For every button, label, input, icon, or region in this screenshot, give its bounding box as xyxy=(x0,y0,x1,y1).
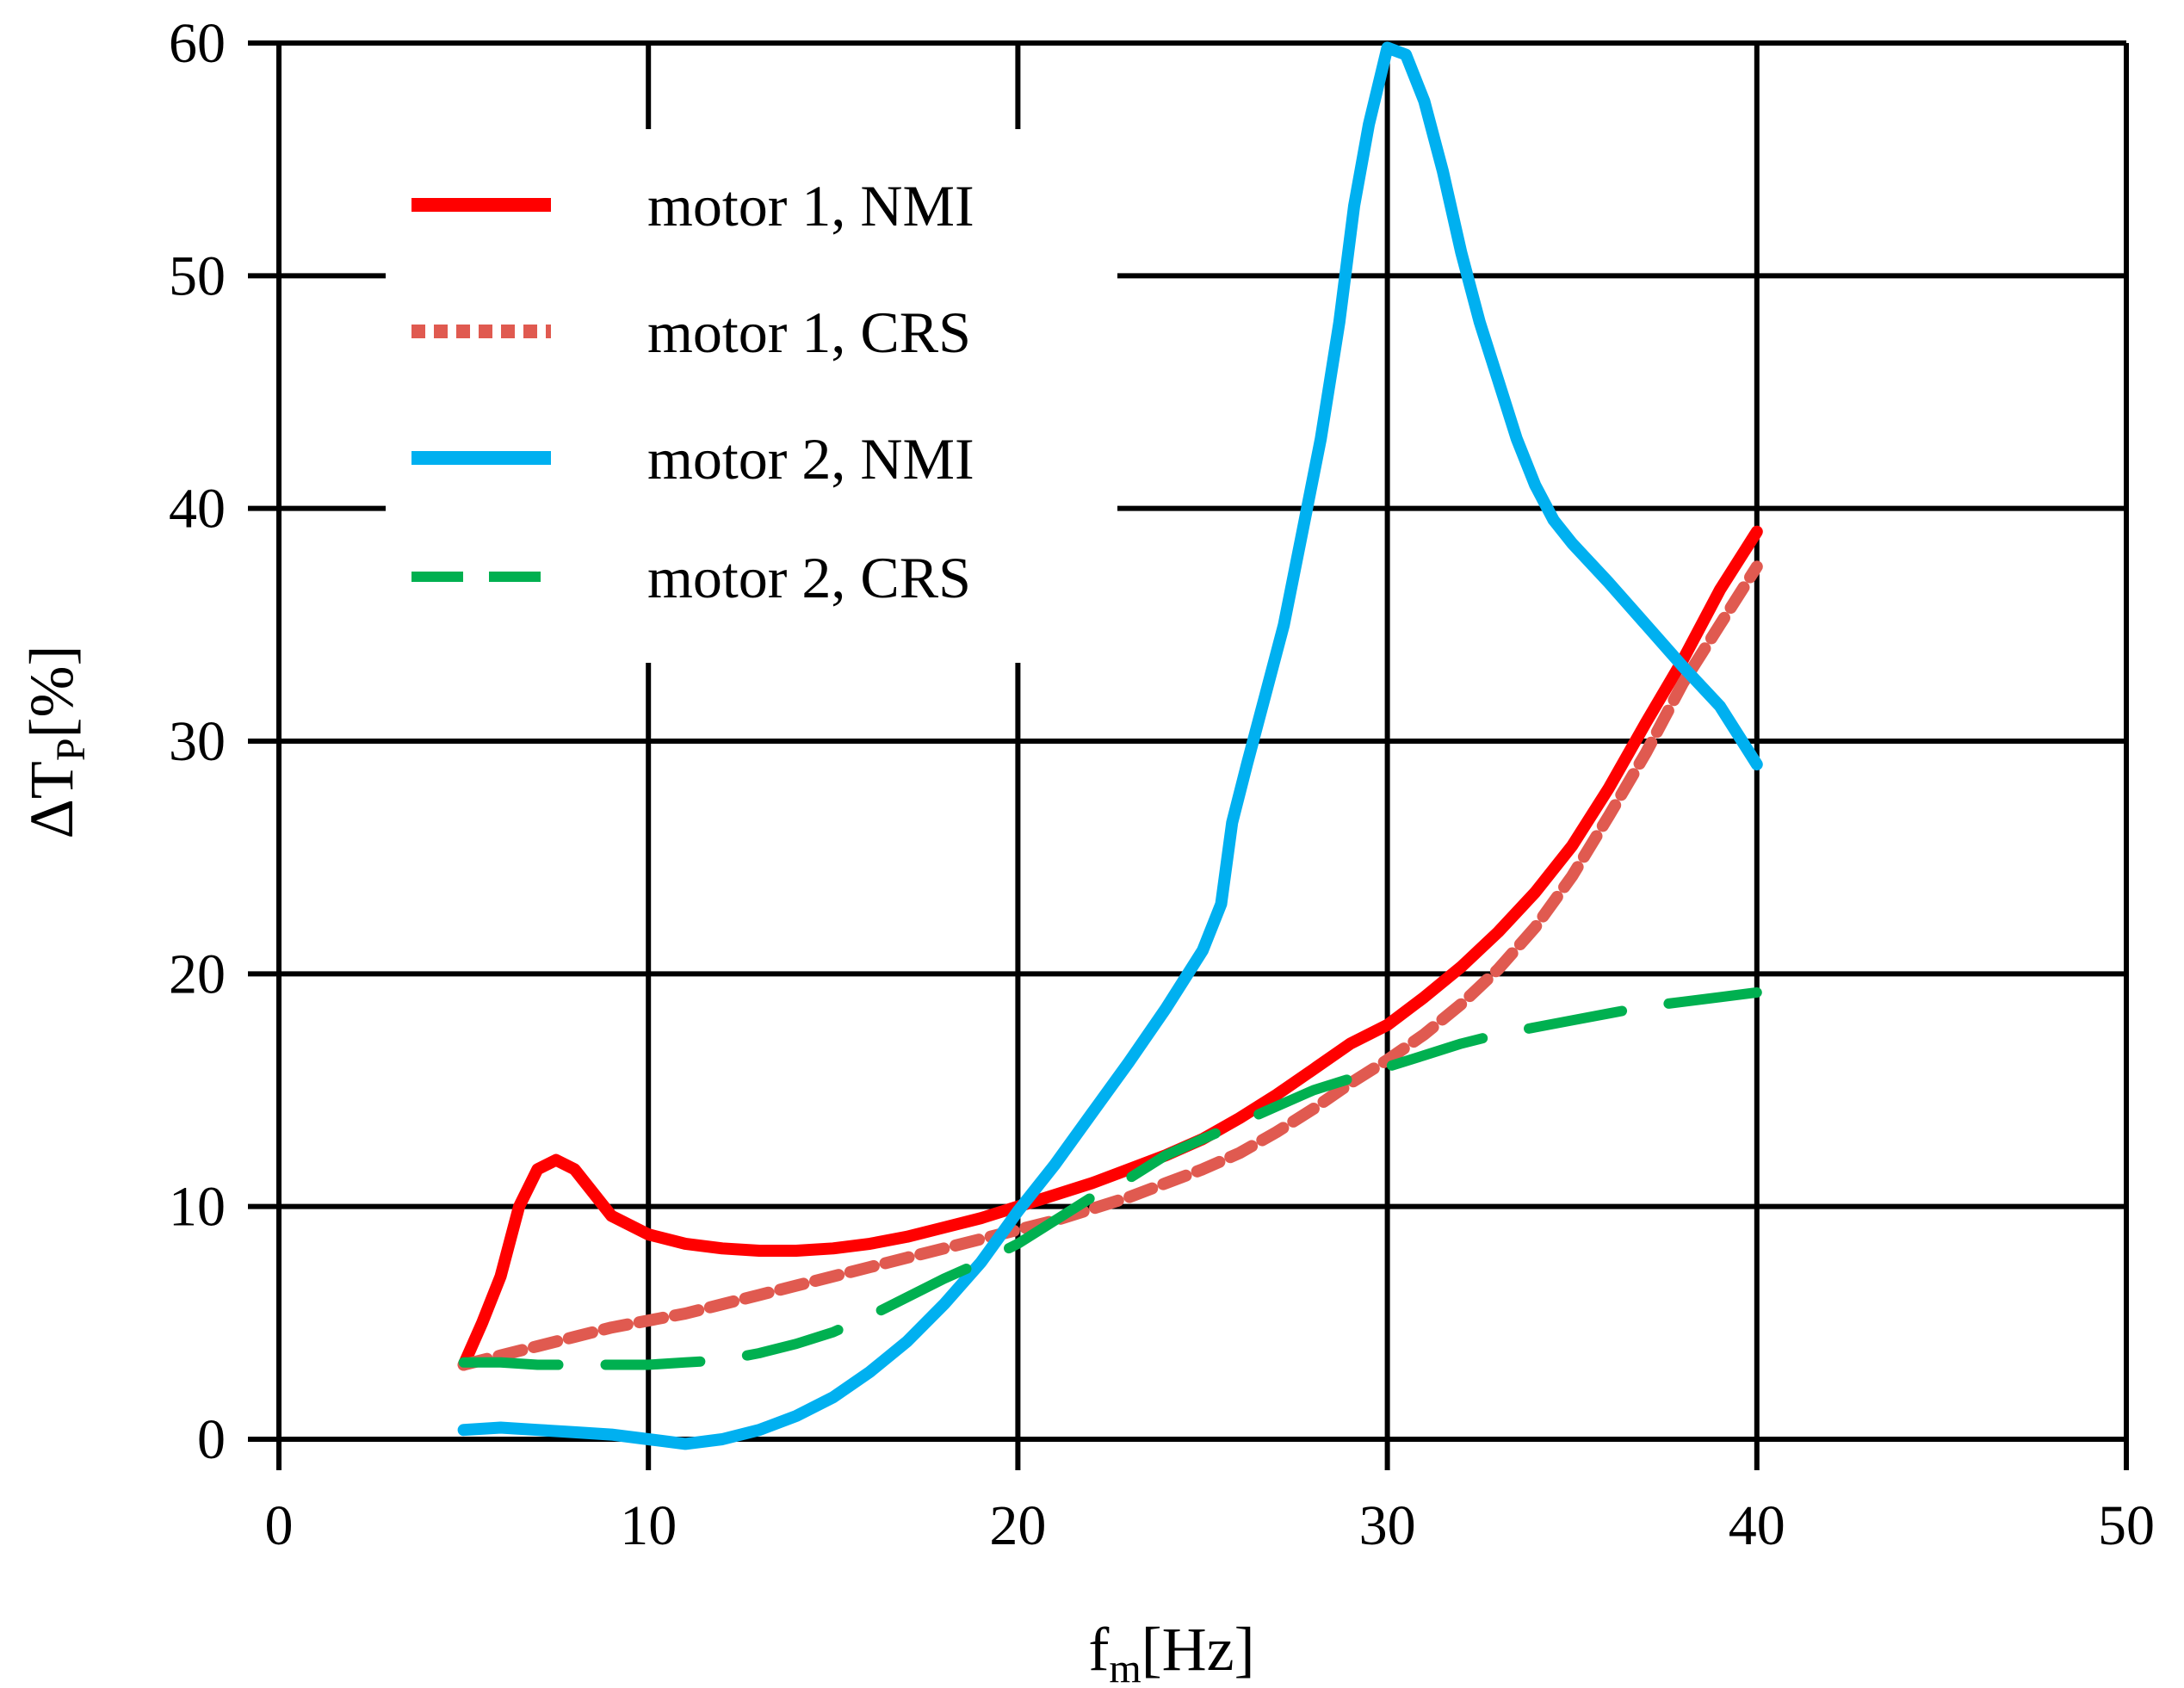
y-tick-label: 40 xyxy=(169,478,226,541)
x-tick-label: 30 xyxy=(1359,1494,1416,1557)
x-axis-title-main: f xyxy=(1088,1615,1109,1684)
legend-label-4: motor 2, CRS xyxy=(647,545,971,610)
tick-labels: 0 10 20 30 40 50 0 10 20 30 40 50 60 xyxy=(169,12,2155,1557)
y-axis-title: ΔTP[%] xyxy=(17,646,94,839)
series-group xyxy=(457,41,1763,1450)
x-axis-title-unit: [Hz] xyxy=(1141,1615,1255,1684)
y-axis-title-unit: [%] xyxy=(17,646,86,739)
legend: motor 1, NMI motor 1, CRS motor 2, NMI moto… xyxy=(386,129,1117,663)
x-tick-label: 40 xyxy=(1729,1494,1785,1557)
y-tick-label: 20 xyxy=(169,943,226,1005)
legend-label-2: motor 1, CRS xyxy=(647,300,971,365)
x-tick-label: 50 xyxy=(2098,1494,2155,1557)
x-axis-title: fm[Hz] xyxy=(1088,1615,1254,1688)
x-tick-label: 10 xyxy=(620,1494,677,1557)
series-line-1 xyxy=(457,525,1763,1371)
series-line-4 xyxy=(458,987,1762,1370)
y-tick-label: 10 xyxy=(169,1176,226,1239)
y-tick-label: 60 xyxy=(169,12,226,75)
legend-label-3: motor 2, NMI xyxy=(647,426,974,492)
legend-label-1: motor 1, NMI xyxy=(647,173,974,238)
y-tick-label: 0 xyxy=(197,1408,226,1471)
y-axis-title-prefix: ΔT xyxy=(17,761,86,838)
series-line-2 xyxy=(457,560,1763,1371)
y-axis-title-sub: P xyxy=(48,738,94,761)
series-line-3 xyxy=(457,41,1763,1450)
y-tick-label: 50 xyxy=(169,244,226,307)
x-tick-label: 20 xyxy=(989,1494,1046,1557)
x-tick-label: 0 xyxy=(265,1494,294,1557)
y-tick-label: 30 xyxy=(169,710,226,773)
x-axis-title-sub: m xyxy=(1109,1646,1141,1688)
